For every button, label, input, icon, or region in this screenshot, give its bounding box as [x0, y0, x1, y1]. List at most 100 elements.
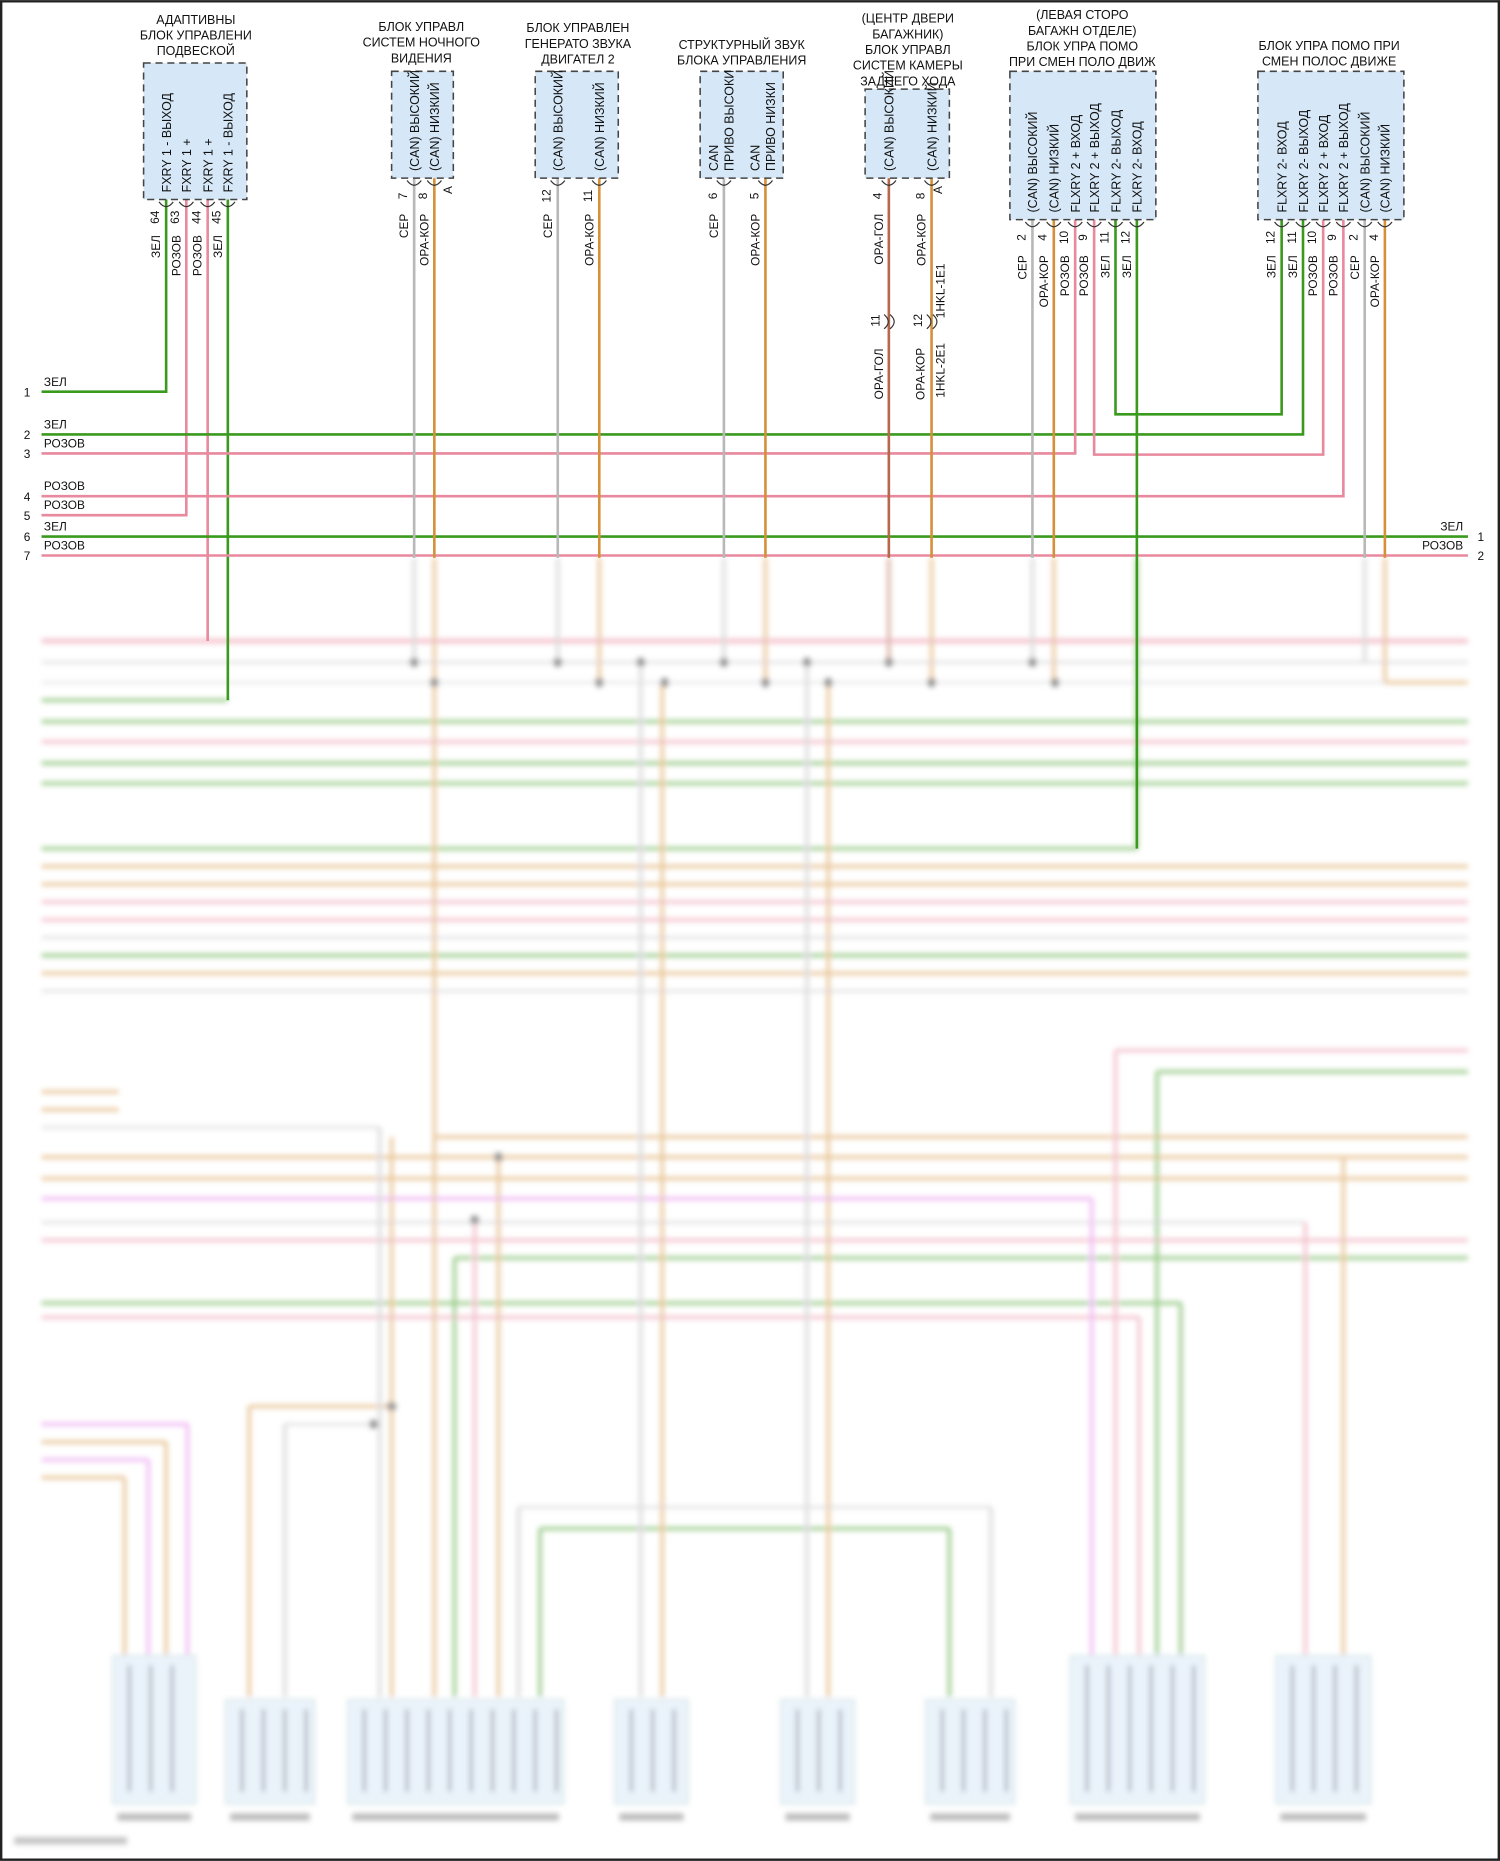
pin-terminal-icon — [1357, 221, 1373, 228]
pin-name: CAN — [748, 145, 762, 171]
blurred-footer-id — [14, 1837, 127, 1845]
pin-name: (CAN) ВЫСОКИЙ — [1025, 112, 1040, 213]
pin-number: 12 — [1119, 231, 1133, 244]
module-title-line: ПРИ СМЕН ПОЛО ДВИЖ — [1009, 55, 1156, 69]
wire-flxry-loop-green — [1114, 219, 1283, 416]
wire-color-label: ОРА-КОР — [915, 214, 929, 266]
pin-number: 8 — [416, 192, 430, 199]
pin-number: 4 — [1367, 234, 1381, 241]
pin-terminal-icon — [923, 180, 940, 186]
wire-color-label: РОЗОВ — [1058, 255, 1072, 296]
wire-color-label: ОРА-ГОЛ — [872, 214, 886, 265]
pin-name: FLXRY 2 + ВХОД — [1317, 114, 1331, 212]
line-color-label: ЗЕЛ — [44, 375, 67, 389]
module-title-line: ВИДЕНИЯ — [391, 51, 452, 65]
blurred-module-box — [112, 1654, 197, 1805]
wire-line-1 — [41, 199, 168, 394]
pin-number: 6 — [706, 192, 720, 199]
wire-color-label: ОРА-КОР — [913, 348, 927, 400]
module-title-line: ДВИГАТЕЛ 2 — [541, 52, 614, 66]
wire-color-label: ЗЕЛ — [1120, 255, 1134, 278]
blurred-module-title — [1280, 1813, 1366, 1821]
wire-flxry-loop-pink — [1092, 219, 1325, 456]
pin-name: ПРИВО НИЗКИ — [764, 82, 778, 171]
blurred-module-title — [352, 1813, 559, 1821]
line-number: 3 — [24, 447, 31, 461]
pin-name: FXRY 1 + — [201, 138, 215, 192]
connector-label: A — [441, 186, 455, 194]
junction-dot — [429, 677, 440, 688]
junction-dot — [719, 657, 729, 668]
inline-terminal-icon — [926, 314, 938, 330]
wire-color-label: РОЗОВ — [1326, 255, 1340, 296]
module-title-line: БАГАЖНИК) — [872, 27, 943, 41]
junction-dot — [409, 657, 419, 668]
line-color-label: ЗЕЛ — [1440, 520, 1463, 534]
pin-terminal-icon — [1335, 221, 1351, 228]
module-title-line: БЛОК УПРАВЛ — [378, 20, 464, 34]
module-box — [534, 70, 620, 179]
blurred-module-title — [930, 1813, 1010, 1821]
wire-color-label: РОЗОВ — [191, 235, 205, 276]
module-title-line: БЛОК УПРАВЛ — [865, 43, 951, 57]
blurred-module-title — [230, 1813, 310, 1821]
pin-number: 63 — [168, 210, 182, 224]
junction-dot — [884, 657, 894, 668]
wire-color-label: ОРА-КОР — [1037, 255, 1051, 307]
junction-dot — [802, 657, 812, 668]
pin-terminal-icon — [1295, 221, 1311, 228]
pin-number: 9 — [1076, 234, 1090, 241]
pin-terminal-icon — [591, 180, 607, 186]
pin-terminal-icon — [1377, 221, 1393, 228]
pin-number: 10 — [1057, 230, 1071, 244]
wire-color-label: РОЗОВ — [169, 235, 183, 276]
pin-number: 4 — [871, 192, 885, 199]
pin-terminal-icon — [1024, 221, 1041, 228]
pin-name: ПРИВО ВЫСОКИ — [722, 70, 736, 171]
wire-color-label: ЗЕЛ — [1099, 255, 1113, 278]
pin-number: 11 — [581, 189, 595, 202]
pin-name: (CAN) ВЫСОКИЙ — [882, 70, 897, 171]
line-number: 2 — [1477, 549, 1484, 563]
junction-dot — [659, 677, 670, 688]
module-title-line: БАГАЖН ОТДЕЛЕ) — [1028, 24, 1137, 38]
junction-dot — [823, 677, 834, 688]
pin-number: 45 — [210, 210, 224, 224]
pin-name: FLXRY 2- ВХОД — [1131, 121, 1145, 213]
blurred-module-title — [117, 1813, 192, 1821]
pin-number: 44 — [190, 210, 204, 224]
pin-terminal-icon — [1046, 221, 1062, 228]
junction-dot — [594, 677, 605, 688]
pin-number: 11 — [1285, 231, 1299, 244]
wire-color-label: ЗЕЛ — [1286, 255, 1300, 278]
module-5: (ЛЕВАЯ СТОРО БАГАЖН ОТДЕЛЕ)БЛОК УПРА ПОМО… — [1009, 8, 1157, 307]
pin-terminal-icon — [1315, 221, 1331, 228]
pin-number: 12 — [1264, 231, 1278, 244]
wire-color-label: СЕР — [1348, 255, 1362, 279]
module-box — [390, 70, 455, 179]
pin-name: FXRY 1 + — [180, 138, 194, 192]
inline-terminal-icon — [883, 314, 895, 330]
pin-terminal-icon — [406, 180, 422, 186]
pin-number: 7 — [396, 193, 410, 200]
module-title-line: БЛОК УПРАВЛЕН — [526, 21, 629, 35]
junction-dot — [469, 1215, 480, 1225]
pin-number: 2 — [1014, 234, 1028, 241]
pin-terminal-icon — [426, 180, 442, 186]
pin-name: CAN — [707, 145, 721, 171]
blurred-module-box — [224, 1698, 316, 1805]
wire-line-2 — [41, 219, 1305, 436]
module-box — [1257, 70, 1405, 221]
module-title-line: (ЦЕНТР ДВЕРИ — [862, 12, 954, 26]
pin-name: (CAN) ВЫСОКИЙ — [551, 70, 566, 171]
blurred-lower-section — [14, 557, 1468, 1845]
junction-dot — [1027, 657, 1038, 668]
pin-name: FLXRY 2- ВЫХОД — [1109, 109, 1123, 212]
module-box — [1009, 70, 1157, 221]
line-number: 1 — [1477, 530, 1484, 544]
pin-terminal-icon — [1067, 221, 1083, 228]
